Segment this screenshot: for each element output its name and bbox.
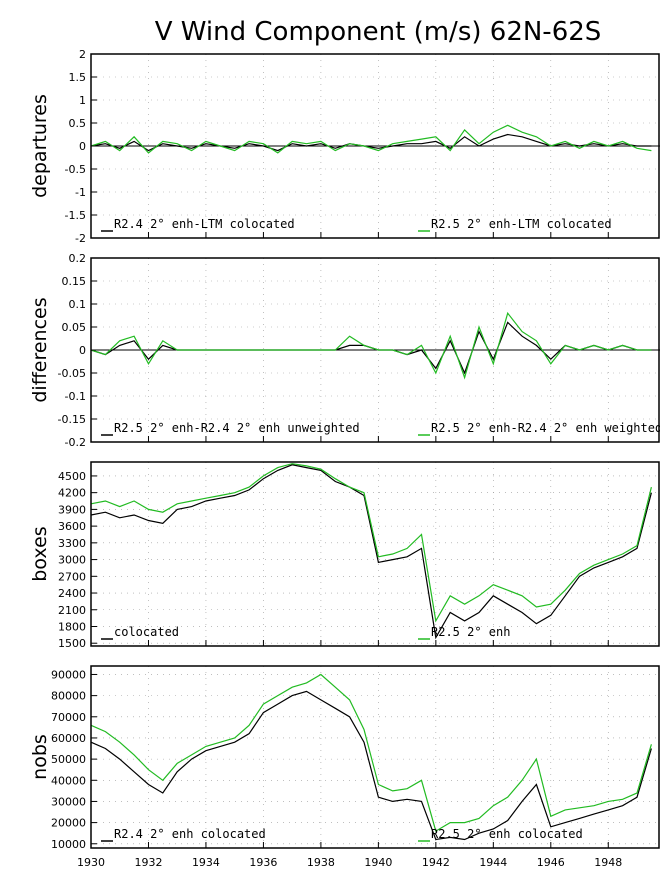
y-tick-label: 0.1 [69, 298, 87, 311]
series-line-1 [90, 690, 652, 841]
y-tick-label: -0.05 [58, 367, 86, 380]
y-tick-label: -0.15 [58, 413, 86, 426]
y-tick-label: 1.5 [69, 71, 87, 84]
x-tick-label: 1940 [364, 856, 392, 869]
y-tick-label: -0.1 [65, 390, 86, 403]
y-tick-label: 10000 [51, 838, 86, 851]
y-axis-label: differences [29, 297, 51, 402]
y-tick-label: 3600 [58, 520, 86, 533]
figure-title: V Wind Component (m/s) 62N-62S [155, 17, 602, 47]
y-tick-label: 60000 [51, 732, 86, 745]
series-line-2 [90, 673, 652, 833]
y-axis-label: departures [29, 94, 51, 198]
y-tick-label: 70000 [51, 711, 86, 724]
y-tick-label: -0.2 [65, 436, 86, 449]
y-tick-label: -1.5 [65, 209, 86, 222]
y-tick-label: 3000 [58, 554, 86, 567]
y-tick-label: 20000 [51, 817, 86, 830]
y-tick-label: -0.5 [65, 163, 86, 176]
y-tick-label: 4200 [58, 487, 86, 500]
x-tick-label: 1934 [192, 856, 220, 869]
series-line-2 [90, 463, 652, 623]
y-tick-label: 3300 [58, 537, 86, 550]
legend-entry-1: R2.5 2° enh-R2.4 2° enh unweighted [114, 421, 360, 435]
y-axis-label: boxes [29, 526, 51, 581]
legend-entry-1: R2.4 2° enh-LTM colocated [114, 217, 295, 231]
y-tick-label: 1500 [58, 637, 86, 650]
x-tick-label: 1948 [594, 856, 622, 869]
legend-entry-1: colocated [114, 625, 179, 639]
x-tick-label: 1932 [134, 856, 162, 869]
y-tick-label: 1 [79, 94, 86, 107]
x-tick-label: 1946 [537, 856, 565, 869]
y-tick-label: 2700 [58, 570, 86, 583]
y-tick-label: 0 [79, 140, 86, 153]
y-tick-label: 4500 [58, 470, 86, 483]
y-tick-label: 2 [79, 48, 86, 61]
legend-entry-1: R2.4 2° enh colocated [114, 827, 266, 841]
series-line-2 [90, 124, 652, 154]
x-tick-label: 1930 [77, 856, 105, 869]
y-tick-label: 30000 [51, 795, 86, 808]
x-tick-label: 1944 [479, 856, 507, 869]
legend-entry-2: R2.5 2° enh-R2.4 2° enh weighted [431, 421, 660, 435]
y-tick-label: 2400 [58, 587, 86, 600]
legend-entry-2: R2.5 2° enh colocated [431, 827, 583, 841]
y-tick-label: 0.2 [69, 252, 87, 265]
x-tick-label: 1938 [307, 856, 335, 869]
plot-frame [90, 461, 660, 647]
y-tick-label: 2100 [58, 604, 86, 617]
y-tick-label: -2 [75, 232, 86, 245]
series-line-2 [90, 311, 652, 380]
legend-entry-2: R2.5 2° enh [431, 625, 510, 639]
y-tick-label: 50000 [51, 753, 86, 766]
y-tick-label: 1800 [58, 620, 86, 633]
x-tick-label: 1936 [249, 856, 277, 869]
y-tick-label: 0.5 [69, 117, 87, 130]
y-tick-label: 40000 [51, 774, 86, 787]
y-tick-label: 0 [79, 344, 86, 357]
y-tick-label: 80000 [51, 690, 86, 703]
y-axis-label: nobs [29, 734, 51, 780]
y-tick-label: 3900 [58, 503, 86, 516]
plot-frame [90, 665, 660, 849]
y-tick-label: 0.15 [62, 275, 87, 288]
legend-entry-2: R2.5 2° enh-LTM colocated [431, 217, 612, 231]
y-tick-label: -1 [75, 186, 86, 199]
x-tick-label: 1942 [422, 856, 450, 869]
y-tick-label: 90000 [51, 668, 86, 681]
y-tick-label: 0.05 [62, 321, 87, 334]
series-line-1 [90, 464, 652, 640]
